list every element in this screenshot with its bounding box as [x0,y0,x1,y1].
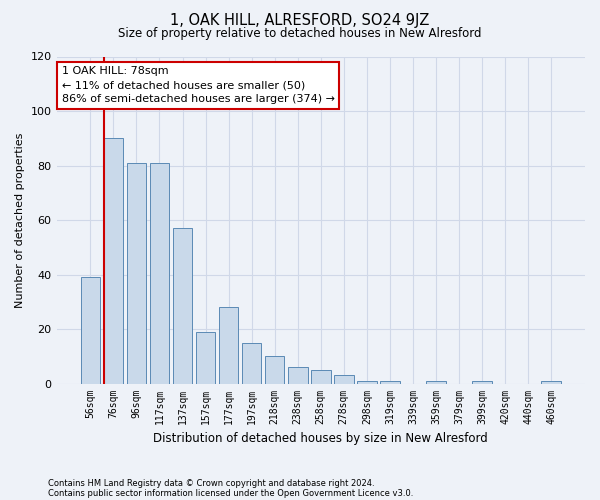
Bar [334,376,353,384]
Bar [311,370,331,384]
Bar [127,163,146,384]
Bar [288,367,308,384]
Bar [472,381,492,384]
Bar [380,381,400,384]
Bar [242,342,262,384]
Bar [80,278,100,384]
Text: Contains HM Land Registry data © Crown copyright and database right 2024.: Contains HM Land Registry data © Crown c… [48,478,374,488]
Bar [149,163,169,384]
Text: 1, OAK HILL, ALRESFORD, SO24 9JZ: 1, OAK HILL, ALRESFORD, SO24 9JZ [170,12,430,28]
Bar [426,381,446,384]
Text: Size of property relative to detached houses in New Alresford: Size of property relative to detached ho… [118,28,482,40]
Bar [104,138,123,384]
Y-axis label: Number of detached properties: Number of detached properties [15,132,25,308]
Bar [357,381,377,384]
Text: Contains public sector information licensed under the Open Government Licence v3: Contains public sector information licen… [48,488,413,498]
Bar [265,356,284,384]
Bar [219,307,238,384]
X-axis label: Distribution of detached houses by size in New Alresford: Distribution of detached houses by size … [154,432,488,445]
Text: 1 OAK HILL: 78sqm
← 11% of detached houses are smaller (50)
86% of semi-detached: 1 OAK HILL: 78sqm ← 11% of detached hous… [62,66,335,104]
Bar [196,332,215,384]
Bar [173,228,193,384]
Bar [541,381,561,384]
